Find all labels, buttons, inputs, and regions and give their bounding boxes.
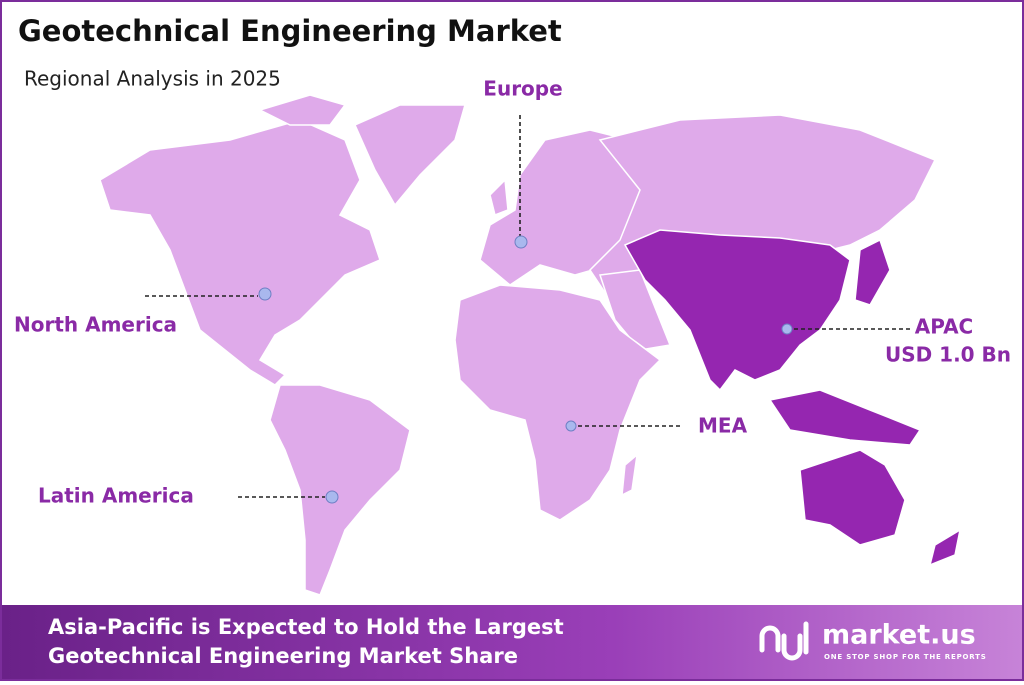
region-dot — [565, 420, 577, 432]
region-value: USD 1.0 Bn — [885, 343, 1011, 367]
region-label: Europe — [483, 77, 562, 101]
footer-headline: Geotechnical Engineering Market Share — [48, 644, 518, 668]
region-dot — [514, 235, 528, 249]
subtitle: Regional Analysis in 2025 — [24, 67, 281, 91]
region-dot — [781, 323, 793, 335]
australia — [799, 449, 906, 546]
greenland — [354, 104, 466, 207]
region-dot — [258, 287, 272, 301]
madagascar — [621, 453, 639, 497]
region-callouts: Europe North America APAC USD 1.0 Bn MEA… — [14, 77, 1011, 508]
footer-banner — [2, 605, 1022, 679]
japan — [854, 238, 891, 306]
region-label: North America — [14, 313, 177, 337]
north-america — [99, 119, 381, 386]
footer-headline: Asia-Pacific is Expected to Hold the Lar… — [48, 615, 564, 639]
region-dot — [325, 490, 339, 504]
region-label: Latin America — [38, 484, 194, 508]
apac-islands — [768, 389, 922, 446]
brand-name: market.us — [822, 620, 976, 651]
africa — [454, 284, 662, 521]
brand-logo — [759, 621, 809, 661]
logo-icon — [759, 621, 809, 661]
brand-tagline: ONE STOP SHOP FOR THE REPORTS — [824, 653, 987, 661]
canada-islands — [257, 94, 347, 126]
region-label: APAC — [915, 315, 973, 339]
title: Geotechnical Engineering Market — [18, 14, 562, 48]
apac-mainland — [623, 229, 851, 392]
uk — [489, 178, 509, 217]
new-zealand — [928, 528, 962, 567]
world-map — [99, 94, 962, 596]
south-america — [269, 384, 411, 596]
region-label: MEA — [698, 414, 748, 438]
